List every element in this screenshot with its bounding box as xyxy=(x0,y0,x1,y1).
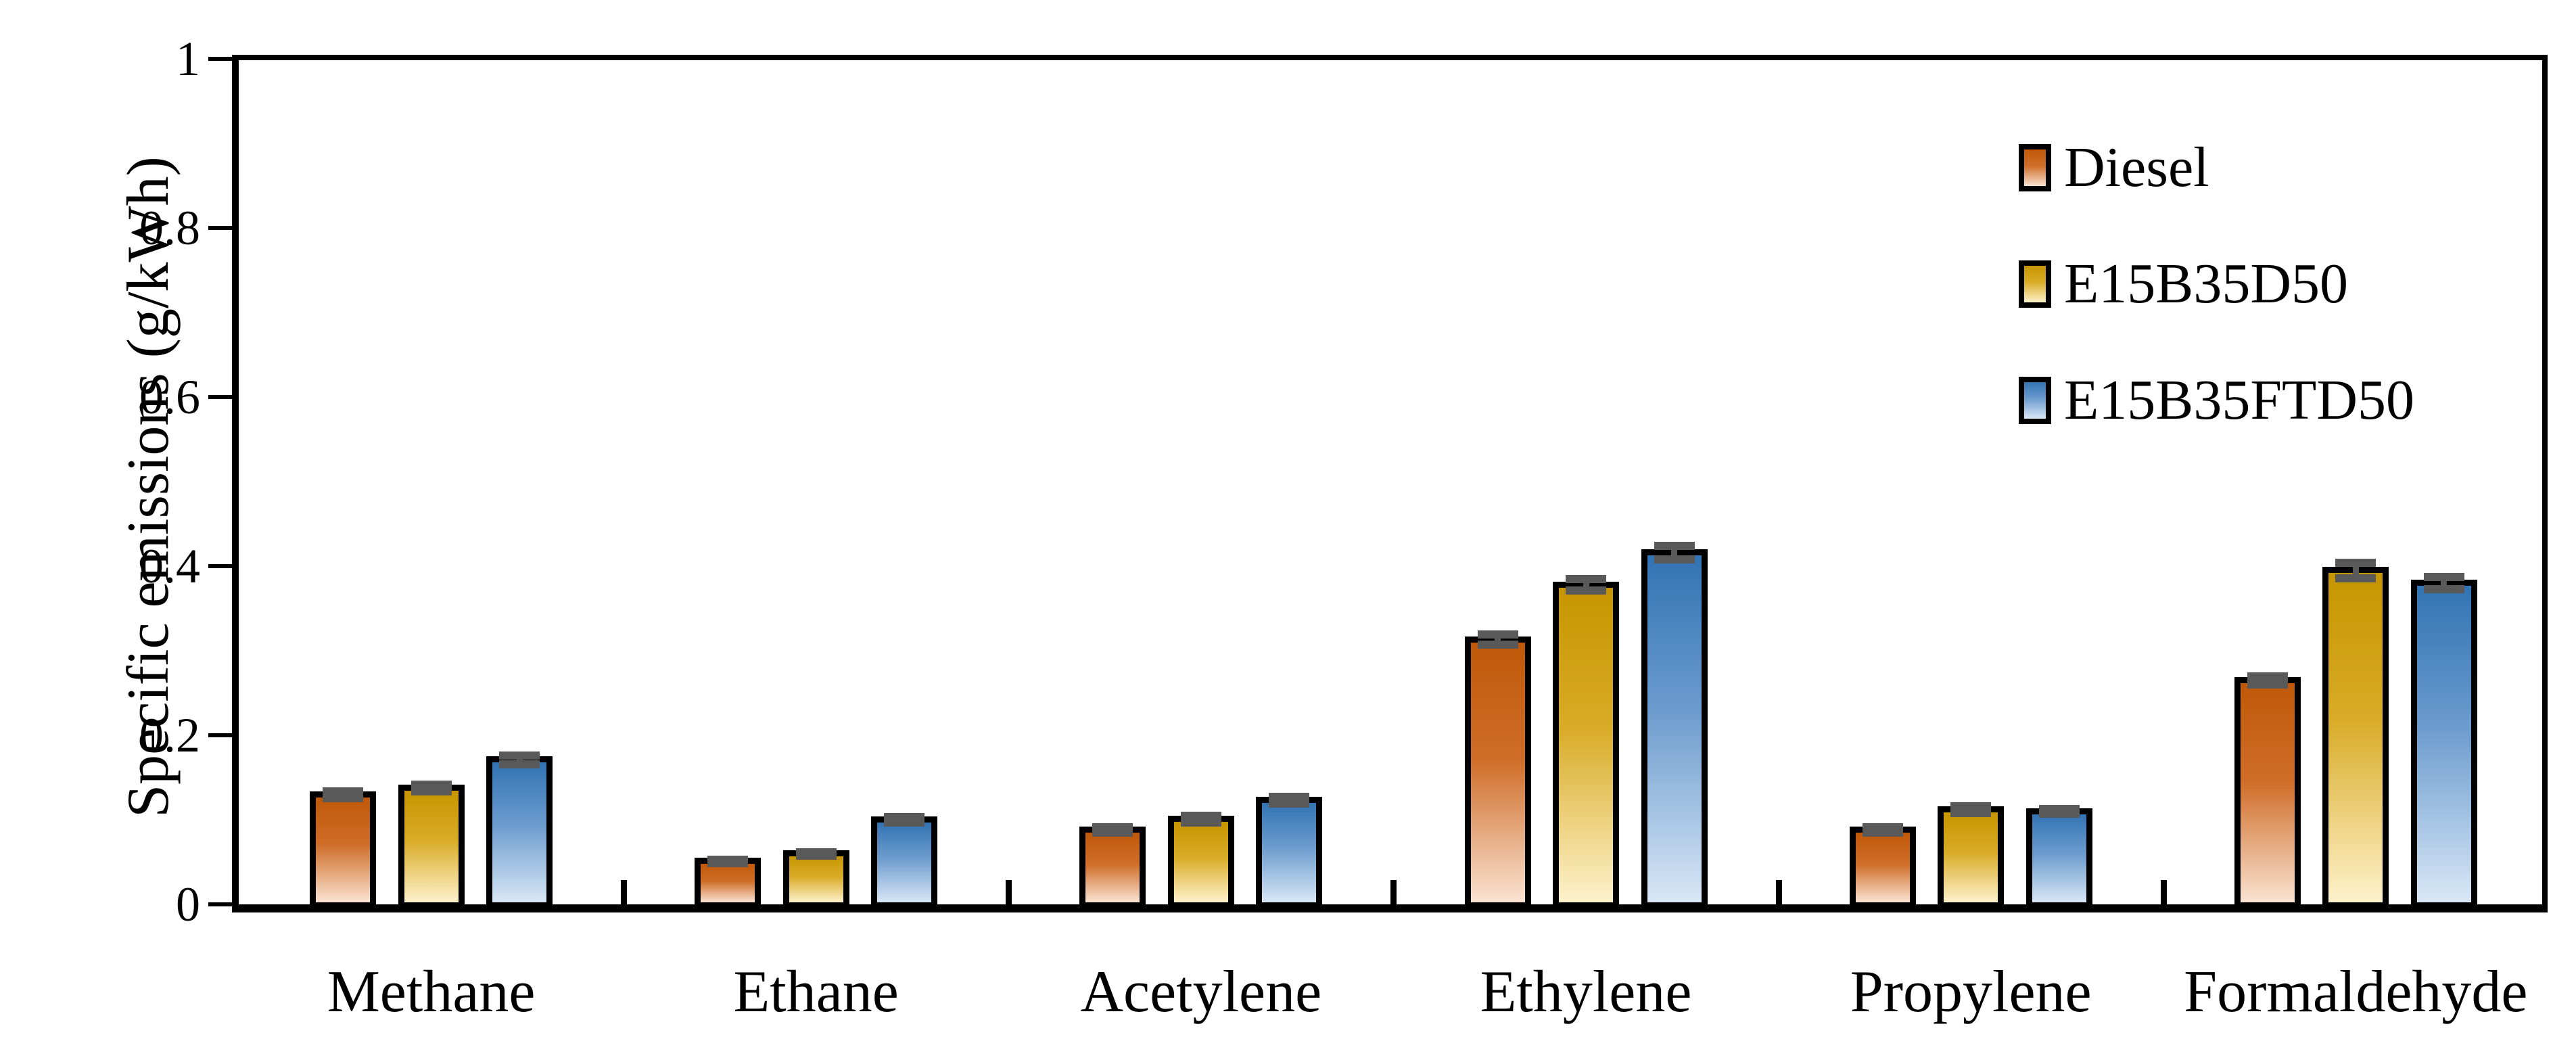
error-bar-cap xyxy=(1950,809,1992,817)
bar xyxy=(2410,580,2477,908)
error-bar-cap xyxy=(795,851,837,860)
error-bar-cap xyxy=(2423,584,2464,593)
error-bar-cap xyxy=(1269,793,1310,802)
y-axis-tick xyxy=(208,902,232,906)
y-tick-label: 0.4 xyxy=(139,539,200,593)
error-bar-cap xyxy=(1477,630,1518,639)
error-bar xyxy=(1583,578,1589,591)
bar xyxy=(1256,797,1323,908)
error-bar xyxy=(1495,634,1501,645)
legend-swatch xyxy=(2019,260,2051,308)
error-bar-cap xyxy=(1654,555,1695,563)
y-axis-tick xyxy=(208,395,232,399)
bar xyxy=(2234,676,2301,908)
y-tick-label: 1 xyxy=(176,32,200,86)
x-axis-tick xyxy=(1390,880,1397,904)
error-bar-cap xyxy=(2423,573,2464,582)
error-bar-cap xyxy=(1862,828,1903,837)
error-bar xyxy=(2441,577,2448,589)
y-axis-tick xyxy=(208,733,232,737)
category-label: Methane xyxy=(327,959,536,1025)
bar xyxy=(398,784,465,908)
bar xyxy=(1849,827,1916,908)
x-axis-tick xyxy=(1006,880,1012,904)
y-tick-label: 0.6 xyxy=(139,370,200,424)
category-label: Acetylene xyxy=(1080,959,1322,1025)
error-bar-cap xyxy=(1950,802,1992,810)
error-bar-cap xyxy=(499,751,540,760)
category-label: Ethane xyxy=(733,959,899,1025)
error-bar-cap xyxy=(2038,810,2080,818)
error-bar-cap xyxy=(707,858,749,867)
bar xyxy=(310,791,376,908)
error-bar-cap xyxy=(1654,542,1695,550)
y-tick-label: 0.2 xyxy=(139,708,200,762)
bar xyxy=(1079,827,1146,908)
error-bar-cap xyxy=(323,787,363,795)
legend-swatch xyxy=(2019,144,2051,191)
y-axis-tick xyxy=(208,57,232,61)
x-axis-tick xyxy=(1775,880,1782,904)
error-bar-cap xyxy=(1566,574,1606,583)
error-bar xyxy=(2352,563,2359,578)
y-tick-label: 0.8 xyxy=(139,201,200,255)
legend-label: E15B35FTD50 xyxy=(2064,369,2415,432)
error-bar-cap xyxy=(884,818,925,827)
error-bar-cap xyxy=(411,787,452,795)
y-axis-tick xyxy=(208,226,232,230)
legend-swatch xyxy=(2019,377,2051,424)
legend-label: E15B35D50 xyxy=(2064,252,2348,315)
category-label: Ethylene xyxy=(1480,959,1692,1025)
category-label: Propylene xyxy=(1850,959,2092,1025)
x-axis-tick xyxy=(621,880,628,904)
bar xyxy=(1167,815,1234,908)
error-bar-cap xyxy=(411,780,452,789)
bar xyxy=(1938,806,2005,908)
error-bar-cap xyxy=(1180,818,1221,827)
y-axis-tick xyxy=(208,564,232,568)
bar xyxy=(486,756,553,908)
error-bar-cap xyxy=(1180,811,1221,820)
error-bar-cap xyxy=(2335,559,2376,567)
category-label: Formaldehyde xyxy=(2184,959,2528,1025)
error-bar xyxy=(2264,676,2271,685)
bar xyxy=(1641,549,1708,908)
error-bar-cap xyxy=(1477,641,1518,649)
error-bar-cap xyxy=(2247,680,2288,689)
bar xyxy=(1553,581,1619,908)
bar xyxy=(2322,567,2389,908)
error-bar-cap xyxy=(2335,574,2376,582)
bar xyxy=(871,816,938,908)
y-tick-label: 0 xyxy=(176,877,200,931)
error-bar xyxy=(516,756,523,764)
error-bar-cap xyxy=(323,793,363,802)
x-axis-tick xyxy=(2160,880,2167,904)
error-bar-cap xyxy=(1269,800,1310,808)
y-axis-title: Specific emissions (g/kWh) xyxy=(116,156,181,818)
error-bar-cap xyxy=(499,760,540,768)
error-bar-cap xyxy=(2247,672,2288,680)
error-bar-cap xyxy=(1092,828,1133,837)
error-bar-cap xyxy=(1566,586,1606,595)
error-bar xyxy=(1671,546,1677,559)
legend-label: Diesel xyxy=(2064,136,2209,199)
bar xyxy=(1464,636,1531,908)
bar xyxy=(2025,808,2092,908)
